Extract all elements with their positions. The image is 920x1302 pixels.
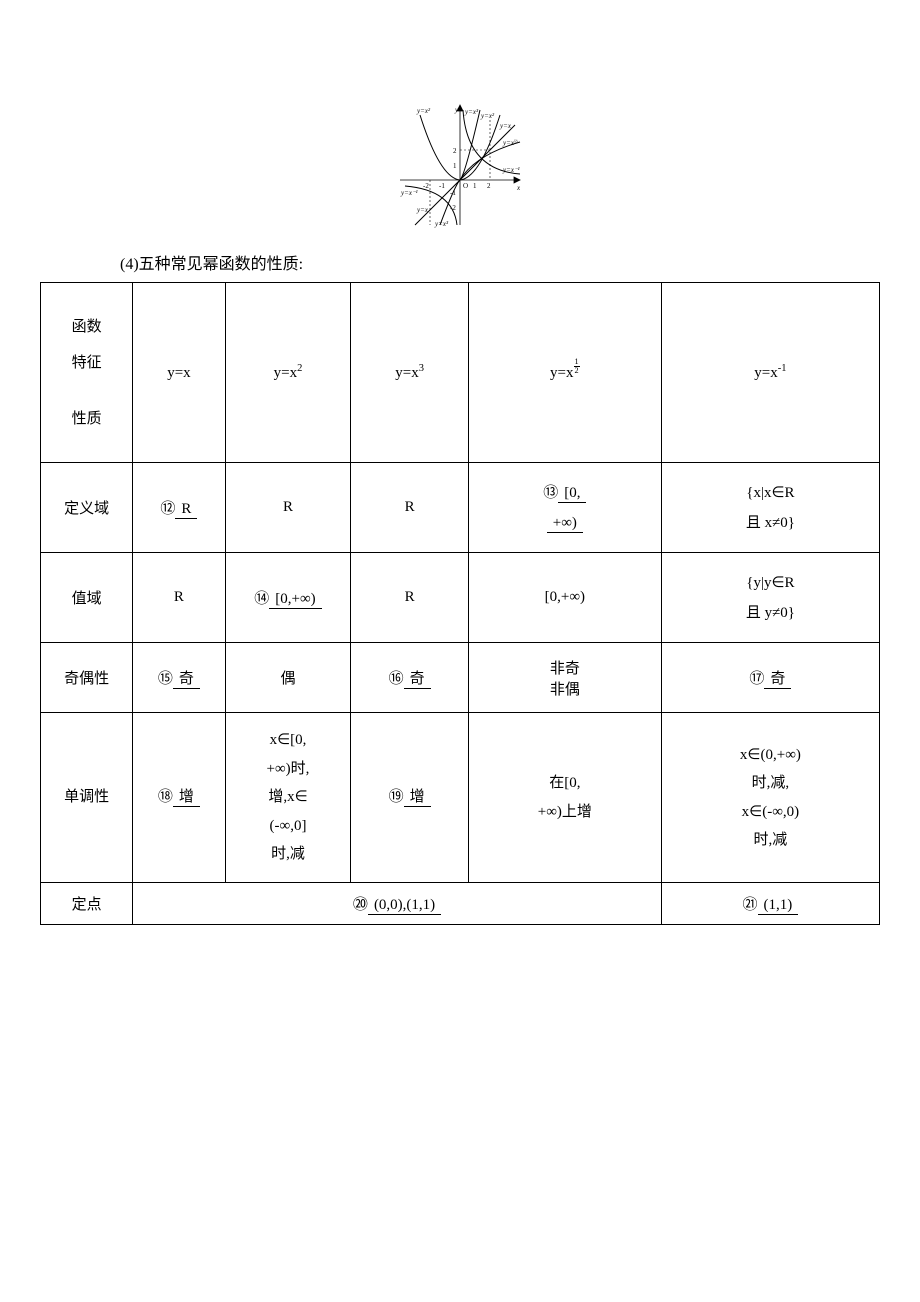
mono-c2: x∈[0, +∞)时, 增,x∈ (-∞,0] 时,减 [225, 713, 351, 883]
parity-c4: 非奇 非偶 [468, 643, 661, 713]
col-yx3: y=x3 [351, 283, 468, 463]
svg-text:y=x: y=x [416, 206, 429, 214]
domain-c4: ⑬[0, +∞) [468, 463, 661, 553]
domain-c3: R [351, 463, 468, 553]
range-c2: ⑭[0,+∞) [225, 553, 351, 643]
svg-text:y=x²: y=x² [480, 112, 495, 120]
svg-text:y=x: y=x [499, 122, 512, 130]
head-prop: 性质 [45, 401, 128, 437]
point-c5: ㉑(1,1) [661, 883, 879, 925]
svg-text:y=x²: y=x² [416, 107, 431, 115]
svg-text:x: x [516, 184, 521, 192]
row-header-title: 函数 特征 性质 [41, 283, 133, 463]
head-fn: 函数 [45, 309, 128, 345]
mono-c3: ⑲增 [351, 713, 468, 883]
parity-c1: ⑮奇 [133, 643, 225, 713]
mono-c4: 在[0, +∞)上增 [468, 713, 661, 883]
parity-label: 奇偶性 [41, 643, 133, 713]
range-c5: {y|y∈R 且 y≠0} [661, 553, 879, 643]
mono-label: 单调性 [41, 713, 133, 883]
svg-text:y=x³: y=x³ [464, 108, 479, 116]
svg-text:y=x⁻¹: y=x⁻¹ [400, 189, 418, 197]
svg-text:y=x½: y=x½ [502, 139, 518, 147]
svg-text:2: 2 [453, 147, 457, 155]
svg-text:2: 2 [487, 182, 491, 190]
svg-text:-1: -1 [450, 189, 456, 197]
svg-text:-1: -1 [439, 182, 445, 190]
svg-text:-2: -2 [450, 204, 456, 212]
power-functions-graph: y=x² y y=x³ y=x² y=x y=x½ y=x⁻¹ x y=x⁻¹ … [40, 100, 880, 230]
svg-text:y=x³: y=x³ [434, 220, 449, 228]
range-c3: R [351, 553, 468, 643]
col-yxhalf: y=x12 [468, 283, 661, 463]
domain-label: 定义域 [41, 463, 133, 553]
col-yx: y=x [133, 283, 225, 463]
svg-text:1: 1 [473, 182, 477, 190]
svg-text:1: 1 [453, 162, 457, 170]
head-feat: 特征 [45, 345, 128, 381]
domain-c5: {x|x∈R 且 x≠0} [661, 463, 879, 553]
svg-text:-2: -2 [423, 182, 429, 190]
range-c1: R [133, 553, 225, 643]
mono-c5: x∈(0,+∞) 时,减, x∈(-∞,0) 时,减 [661, 713, 879, 883]
mono-c1: ⑱增 [133, 713, 225, 883]
range-c4: [0,+∞) [468, 553, 661, 643]
point-merged: ⑳(0,0),(1,1) [133, 883, 662, 925]
domain-c1: ⑫R [133, 463, 225, 553]
col-yxinv: y=x-1 [661, 283, 879, 463]
caption: (4)五种常见幂函数的性质: [40, 250, 880, 274]
parity-c3: ⑯奇 [351, 643, 468, 713]
parity-c5: ⑰奇 [661, 643, 879, 713]
svg-text:O: O [463, 182, 468, 190]
range-label: 值域 [41, 553, 133, 643]
point-label: 定点 [41, 883, 133, 925]
parity-c2: 偶 [225, 643, 351, 713]
col-yx2: y=x2 [225, 283, 351, 463]
power-function-properties-table: 函数 特征 性质 y=x y=x2 y=x3 y=x12 y=x-1 定义域 ⑫… [40, 282, 880, 925]
svg-text:y=x⁻¹: y=x⁻¹ [502, 166, 520, 174]
domain-c2: R [225, 463, 351, 553]
